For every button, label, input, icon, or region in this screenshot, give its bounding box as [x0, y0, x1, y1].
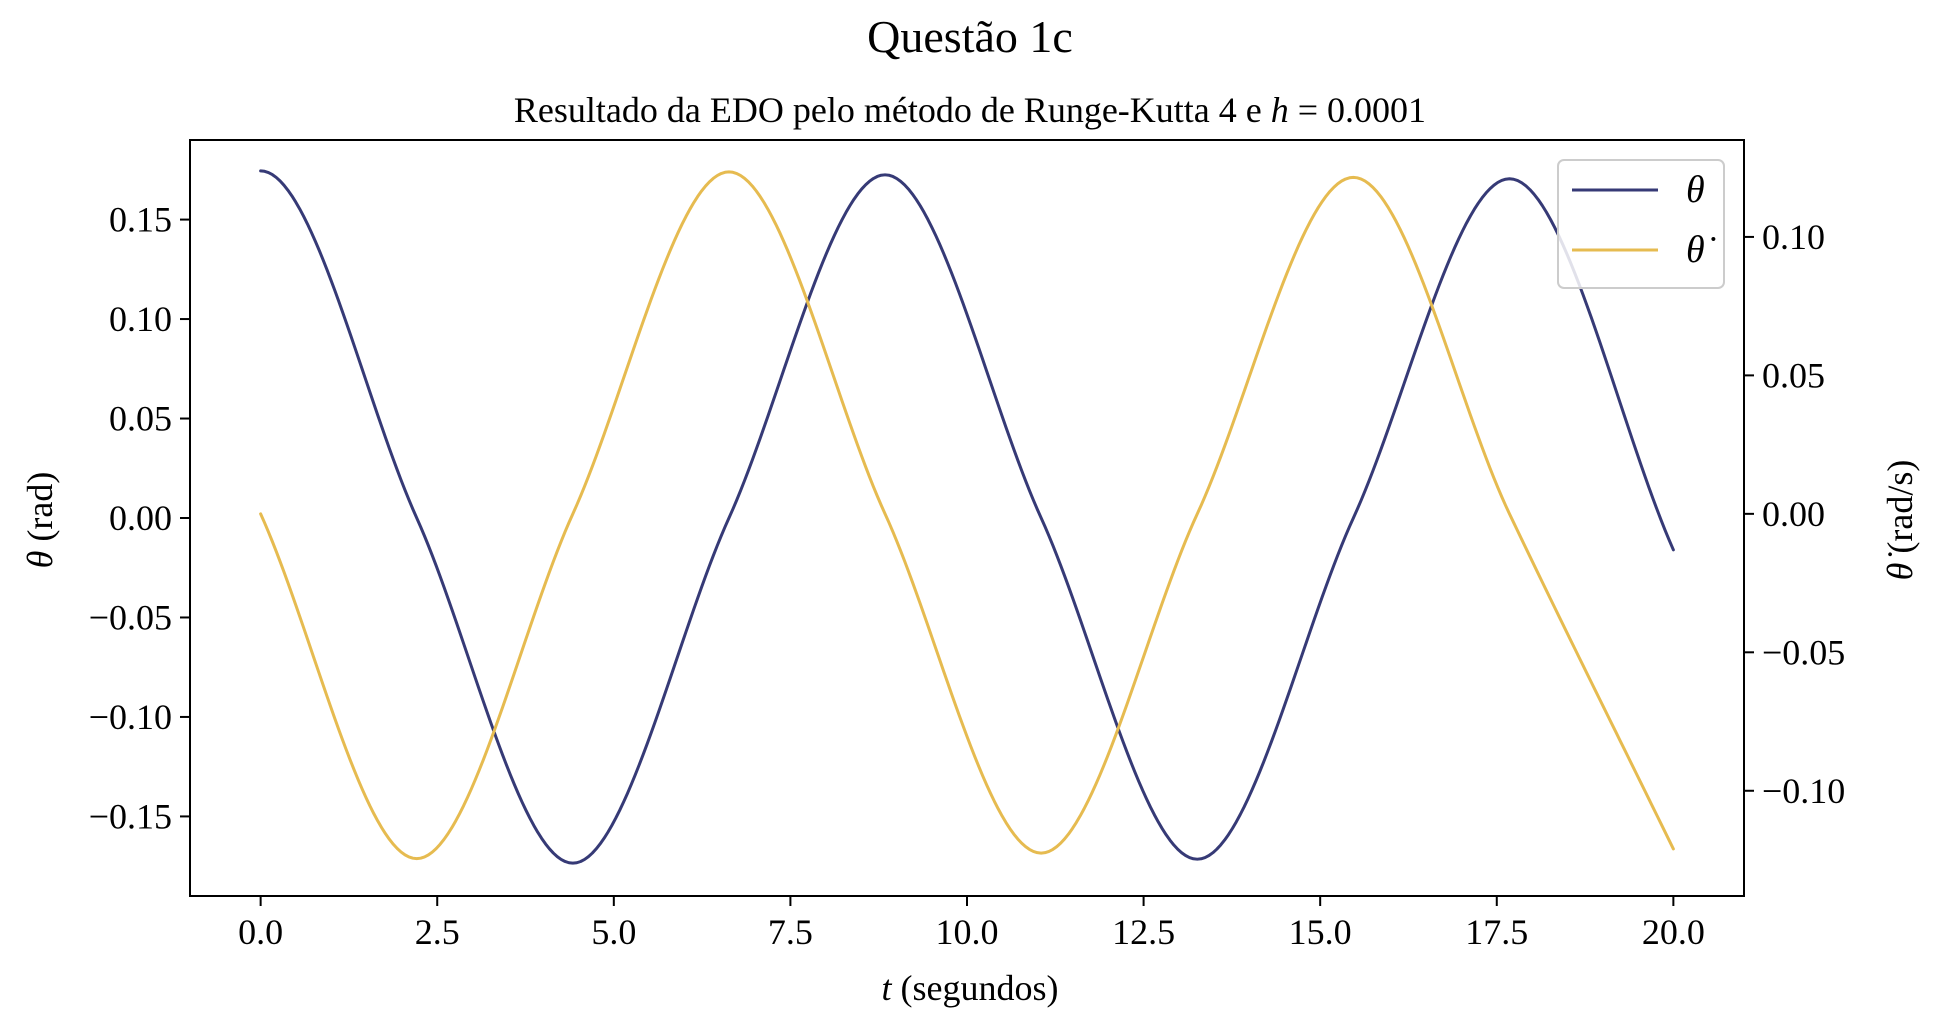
x-axis-ticks: 0.0 2.5 5.0 7.5 10.0 12.5 15.0 17.5 20.0	[238, 896, 1705, 952]
x-tick-label: 10.0	[936, 912, 999, 952]
right-y-axis-label: θ̇ (rad/s)	[1880, 460, 1920, 581]
plot-lines	[259, 169, 1675, 865]
left-y-tick-label: −0.05	[89, 597, 172, 637]
legend-box	[1557, 159, 1725, 289]
right-y-tick-label: 0.00	[1762, 494, 1825, 534]
left-y-tick-label: −0.15	[89, 796, 172, 836]
left-y-tick-label: 0.15	[109, 200, 172, 240]
x-axis-label: t (segundos)	[882, 968, 1059, 1008]
right-y-tick-label: −0.05	[1762, 632, 1845, 672]
right-y-tick-label: 0.05	[1762, 355, 1825, 395]
x-tick-label: 12.5	[1112, 912, 1175, 952]
left-y-tick-label: 0.10	[109, 299, 172, 339]
x-tick-label: 0.0	[238, 912, 283, 952]
left-y-tick-label: −0.10	[89, 697, 172, 737]
right-y-tick-label: −0.10	[1762, 771, 1845, 811]
chart-title: Resultado da EDO pelo método de Runge-Ku…	[514, 90, 1426, 130]
left-y-axis-label: θ (rad)	[20, 472, 60, 569]
x-tick-label: 15.0	[1289, 912, 1352, 952]
right-y-tick-label: 0.10	[1762, 217, 1825, 257]
legend-label-theta: θ	[1686, 169, 1705, 211]
legend: θ θ̇	[1557, 159, 1725, 289]
right-y-axis-ticks: 0.10 0.05 0.00 −0.05 −0.10	[1744, 217, 1845, 811]
left-y-tick-label: 0.00	[109, 498, 172, 538]
chart-suptitle: Questão 1c	[867, 11, 1073, 62]
x-tick-label: 17.5	[1465, 912, 1528, 952]
left-y-axis-ticks: 0.15 0.10 0.05 0.00 −0.05 −0.10 −0.15	[89, 200, 190, 836]
left-y-tick-label: 0.05	[109, 399, 172, 439]
theta-line	[259, 169, 1675, 865]
x-tick-label: 7.5	[768, 912, 813, 952]
x-tick-label: 5.0	[591, 912, 636, 952]
x-tick-label: 20.0	[1642, 912, 1705, 952]
x-tick-label: 2.5	[415, 912, 460, 952]
theta-dot-line	[259, 170, 1675, 861]
